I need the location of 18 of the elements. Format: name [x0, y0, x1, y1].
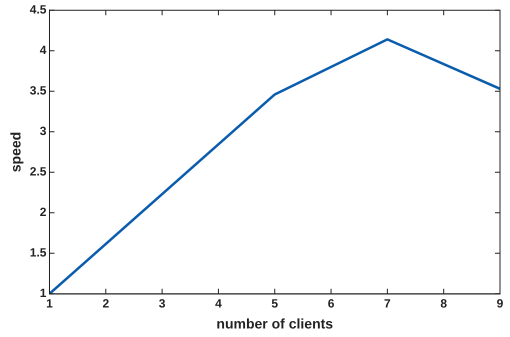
y-tick-label: 3.5: [30, 84, 47, 98]
x-tick-label: 4: [215, 296, 222, 310]
y-tick-label: 2.5: [30, 164, 47, 179]
x-axis-title: number of clients: [216, 315, 334, 332]
y-axis-title: speed: [7, 132, 24, 172]
y-tick-label: 2: [40, 205, 47, 220]
y-tick-label: 3: [40, 124, 47, 138]
y-tick-label: 4.5: [30, 2, 47, 17]
x-tick-label: 9: [496, 296, 504, 310]
x-tick-label: 2: [102, 296, 110, 310]
x-tick-label: 8: [440, 296, 448, 310]
x-tick-label: 7: [384, 296, 392, 310]
y-tick-label: 1.5: [30, 246, 47, 260]
x-tick-label: 5: [271, 296, 278, 310]
y-tick-label: 4: [40, 43, 47, 58]
x-tick-label: 3: [158, 296, 166, 310]
x-tick-label: 6: [328, 296, 335, 310]
y-tick-label: 1: [40, 286, 47, 300]
